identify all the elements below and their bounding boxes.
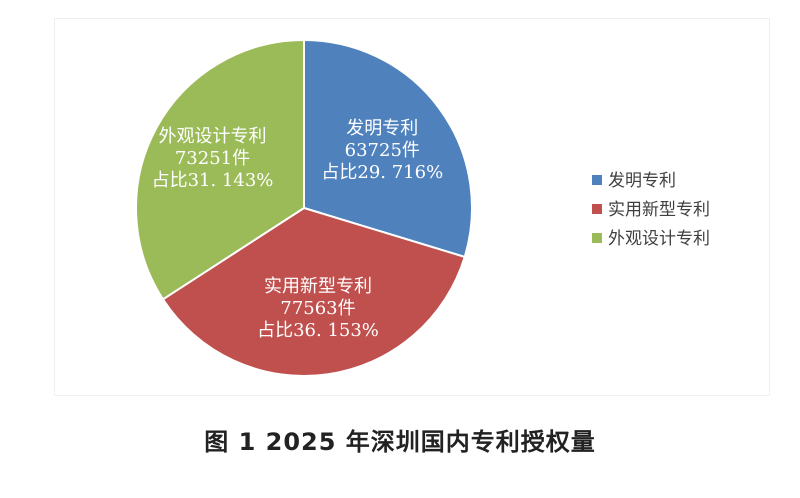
slice-value-label: 73251件 bbox=[175, 148, 250, 169]
legend-swatch-1 bbox=[592, 175, 602, 185]
figure-caption: 图 1 2025 年深圳国内专利授权量 bbox=[204, 428, 596, 456]
slice-value-label: 77563件 bbox=[280, 298, 355, 319]
slice-name-label: 外观设计专利 bbox=[158, 126, 266, 147]
legend-label-1: 发明专利 bbox=[608, 171, 676, 191]
legend-swatch-3 bbox=[592, 233, 602, 243]
slice-percent-label: 占比36. 153% bbox=[257, 320, 379, 341]
slice-percent-label: 占比29. 716% bbox=[321, 162, 443, 183]
slice-value-label: 63725件 bbox=[345, 140, 420, 161]
slice-percent-label: 占比31. 143% bbox=[152, 170, 274, 191]
pie-slice-1 bbox=[303, 38, 473, 259]
legend-label-3: 外观设计专利 bbox=[608, 229, 710, 249]
pie-slice-2 bbox=[161, 206, 466, 377]
pie-slices bbox=[135, 38, 473, 377]
pie-slice-3 bbox=[135, 38, 305, 301]
slice-name-label: 实用新型专利 bbox=[264, 276, 372, 297]
slice-name-label: 发明专利 bbox=[346, 118, 418, 139]
legend-swatch-2 bbox=[592, 204, 602, 214]
legend-label-2: 实用新型专利 bbox=[608, 200, 710, 220]
